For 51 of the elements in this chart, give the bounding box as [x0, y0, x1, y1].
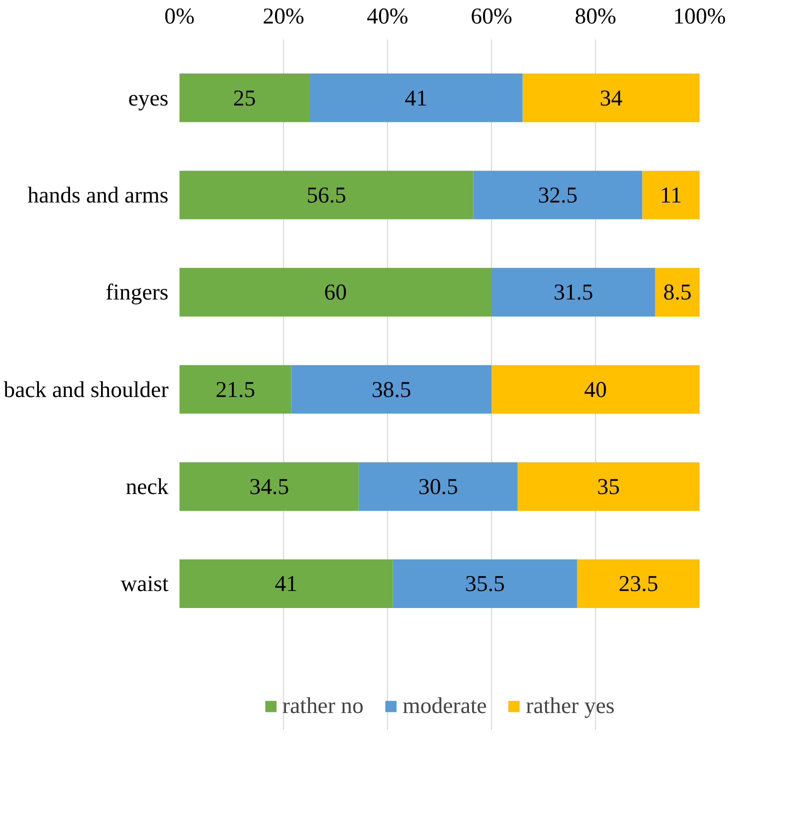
bar [180, 74, 310, 122]
data-label: 34 [600, 85, 622, 110]
data-label: 41 [404, 85, 428, 110]
x-tick-label: 40% [366, 4, 408, 28]
bar [655, 268, 700, 316]
data-label: 31.5 [554, 280, 594, 305]
y-tick-label: waist [120, 571, 170, 596]
data-label: 21.5 [216, 376, 256, 402]
bar [180, 462, 359, 511]
legend-label: moderate [402, 693, 487, 719]
y-tick-label: eyes [128, 85, 169, 110]
data-label: 38.5 [372, 376, 412, 402]
y-tick-label: back and shoulder [4, 376, 169, 402]
y-tick-label: fingers [106, 280, 169, 305]
bar [180, 559, 393, 608]
legend-label: rather yes [526, 693, 615, 719]
legend-label: rather no [282, 693, 364, 719]
x-tick-label: 60% [470, 4, 512, 28]
bar [180, 268, 492, 316]
y-tick-label: hands and arms [28, 182, 169, 208]
data-label: 23.5 [618, 571, 658, 596]
x-tick-label: 80% [574, 4, 616, 28]
y-tick-label: neck [126, 474, 170, 500]
x-tick-label: 100% [673, 4, 726, 28]
bar [522, 74, 700, 122]
bar [492, 365, 700, 414]
data-label: 40 [584, 376, 607, 402]
data-label: 56.5 [306, 182, 346, 208]
bar [180, 170, 474, 220]
bar [577, 559, 700, 608]
data-label: 30.5 [418, 474, 458, 500]
bar [518, 462, 700, 511]
data-label: 25 [233, 85, 256, 110]
data-label: 34.5 [249, 474, 290, 500]
data-label: 35 [597, 474, 620, 500]
bar [291, 365, 492, 414]
bar [358, 462, 518, 511]
x-tick-label: 20% [262, 4, 304, 28]
x-tick-label: 0% [164, 4, 195, 28]
bar [180, 365, 292, 414]
bar [310, 74, 523, 122]
data-label: 41 [274, 571, 298, 596]
data-label: 60 [324, 280, 347, 305]
data-label: 11 [660, 182, 682, 208]
bar [492, 268, 656, 316]
data-label: 8.5 [663, 280, 692, 305]
bar [392, 559, 578, 608]
bar [642, 170, 700, 220]
bar [473, 170, 642, 220]
data-label: 35.5 [465, 571, 505, 596]
data-label: 32.5 [538, 182, 578, 208]
